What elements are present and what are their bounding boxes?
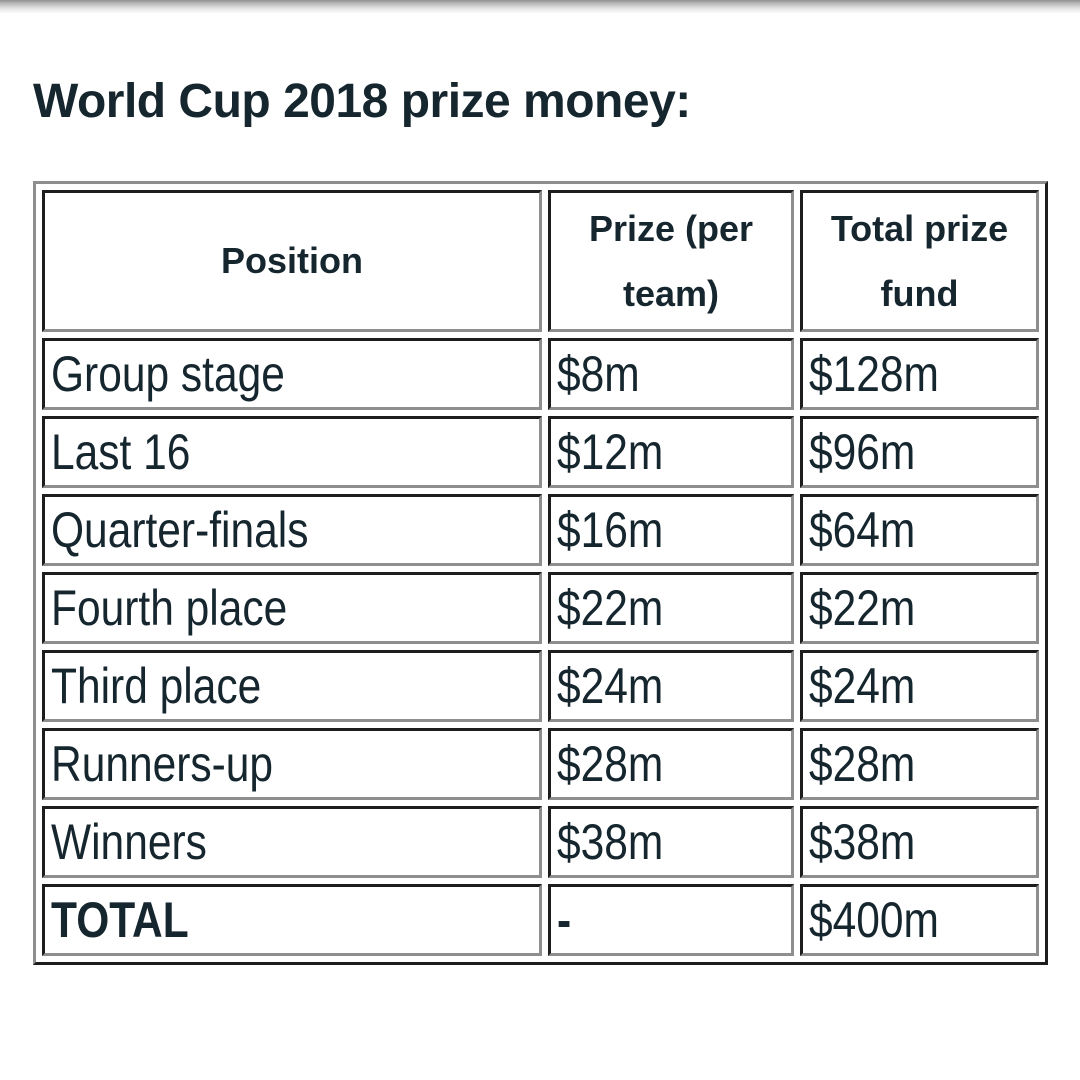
cell-text: $128m <box>809 346 939 403</box>
cell-prize-per-team: $24m <box>548 650 794 723</box>
cell-text: $38m <box>557 814 664 871</box>
cell-text: Winners <box>51 814 207 871</box>
cell-total-prize-fund: $24m <box>800 650 1039 723</box>
cell-text: $64m <box>809 502 916 559</box>
cell-position: TOTAL <box>42 884 542 957</box>
page-title: World Cup 2018 prize money: <box>33 75 691 128</box>
cell-text: $96m <box>809 424 916 481</box>
cell-prize-per-team: $28m <box>548 728 794 801</box>
cell-text: $28m <box>557 736 664 793</box>
cell-prize-per-team: $12m <box>548 416 794 489</box>
cell-text: $12m <box>557 424 664 481</box>
cell-text: TOTAL <box>51 892 189 949</box>
cell-position: Quarter-finals <box>42 494 542 567</box>
cell-text: Runners-up <box>51 736 274 793</box>
cell-total-prize-fund: $38m <box>800 806 1039 879</box>
cell-position: Third place <box>42 650 542 723</box>
cell-prize-per-team: $22m <box>548 572 794 645</box>
table-row: Last 16 $12m $96m <box>42 416 1039 489</box>
cell-total-prize-fund: $22m <box>800 572 1039 645</box>
top-app-bar-shadow <box>0 0 1080 14</box>
table-body: Group stage $8m $128m Last 16 $12m $96m … <box>42 338 1039 957</box>
cell-text: $22m <box>809 580 916 637</box>
table-row: Group stage $8m $128m <box>42 338 1039 411</box>
cell-text: Fourth place <box>51 580 288 637</box>
cell-prize-per-team: $8m <box>548 338 794 411</box>
article-page: World Cup 2018 prize money: Position Pri… <box>33 75 1048 966</box>
cell-position: Fourth place <box>42 572 542 645</box>
table-row: Third place $24m $24m <box>42 650 1039 723</box>
table-row: Winners $38m $38m <box>42 806 1039 879</box>
cell-position: Group stage <box>42 338 542 411</box>
cell-prize-per-team: $16m <box>548 494 794 567</box>
table-header: Position Prize (per team) Total prize fu… <box>42 190 1039 333</box>
cell-text: $400m <box>809 892 939 949</box>
cell-total-prize-fund: $400m <box>800 884 1039 957</box>
cell-text: Last 16 <box>51 424 191 481</box>
cell-text: - <box>557 892 572 949</box>
cell-position: Winners <box>42 806 542 879</box>
cell-text: $16m <box>557 502 664 559</box>
cell-total-prize-fund: $64m <box>800 494 1039 567</box>
cell-text: $8m <box>557 346 640 403</box>
cell-text: $22m <box>557 580 664 637</box>
prize-money-table: Position Prize (per team) Total prize fu… <box>33 181 1048 966</box>
header-row: Position Prize (per team) Total prize fu… <box>42 190 1039 333</box>
cell-total-prize-fund: $28m <box>800 728 1039 801</box>
table-row: Fourth place $22m $22m <box>42 572 1039 645</box>
column-header-position: Position <box>42 190 542 333</box>
table-row: Runners-up $28m $28m <box>42 728 1039 801</box>
cell-text: $24m <box>809 658 916 715</box>
cell-position: Last 16 <box>42 416 542 489</box>
table-row-total: TOTAL - $400m <box>42 884 1039 957</box>
cell-text: Quarter-finals <box>51 502 309 559</box>
table-row: Quarter-finals $16m $64m <box>42 494 1039 567</box>
cell-text: $24m <box>557 658 664 715</box>
cell-prize-per-team: - <box>548 884 794 957</box>
cell-text: $38m <box>809 814 916 871</box>
column-header-total-prize-fund: Total prize fund <box>800 190 1039 333</box>
cell-position: Runners-up <box>42 728 542 801</box>
cell-text: $28m <box>809 736 916 793</box>
cell-prize-per-team: $38m <box>548 806 794 879</box>
cell-text: Third place <box>51 658 262 715</box>
cell-total-prize-fund: $96m <box>800 416 1039 489</box>
column-header-prize-per-team: Prize (per team) <box>548 190 794 333</box>
cell-text: Group stage <box>51 346 285 403</box>
cell-total-prize-fund: $128m <box>800 338 1039 411</box>
